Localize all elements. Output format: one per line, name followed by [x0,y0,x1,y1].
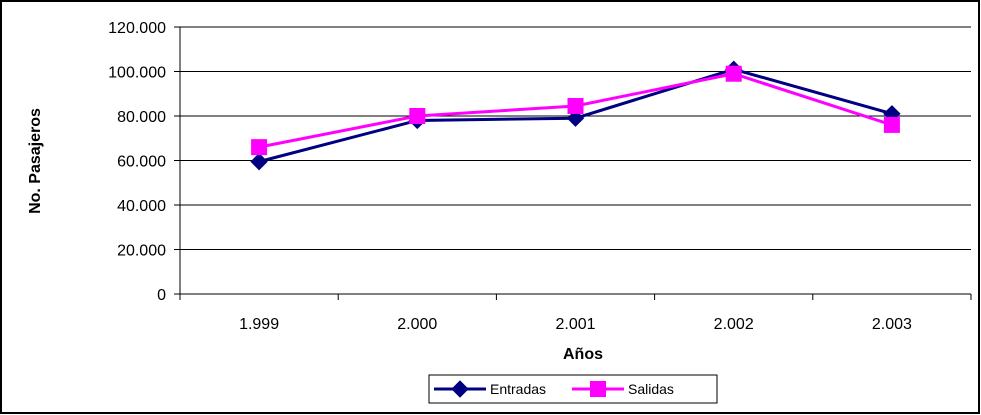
x-tick-labels: 1.999 2.000 2.001 2.002 2.003 [239,316,912,333]
x-tick-label: 1.999 [239,316,279,333]
legend: Entradas Salidas [428,374,718,404]
data-point [725,65,742,82]
series-entradas [250,60,901,171]
data-point [883,116,900,133]
legend-marker [451,380,469,398]
gridlines [180,26,971,250]
y-tick-label: 20.000 [117,243,166,260]
series-layer [250,60,901,171]
y-tick-label: 100.000 [108,65,166,82]
legend-entry-salidas: Salidas [572,381,674,397]
legend-label: Salidas [628,381,674,397]
legend-label: Entradas [490,381,546,397]
data-point [251,139,268,156]
data-point [567,97,584,114]
axes [174,26,972,300]
x-tick-label: 2.003 [872,316,912,333]
data-point [250,152,268,171]
y-tick-label: 120.000 [108,20,166,37]
y-tick-labels: 0 20.000 40.000 60.000 80.000 100.000 120.000 [108,20,166,304]
data-point [566,109,585,127]
y-tick-label: 0 [157,287,166,304]
x-axis-title: Años [563,346,603,363]
x-tick-label: 2.001 [555,316,595,333]
data-point [409,108,426,124]
x-tick-label: 2.000 [397,316,437,333]
series-salidas [251,65,900,156]
y-tick-label: 80.000 [117,109,166,126]
legend-entry-entradas: Entradas [434,380,546,398]
y-tick-label: 40.000 [117,198,166,215]
y-axis-title: No. Pasajeros [27,108,44,214]
x-tick-label: 2.002 [714,316,754,333]
y-tick-label: 60.000 [117,154,166,171]
legend-marker [590,381,606,397]
